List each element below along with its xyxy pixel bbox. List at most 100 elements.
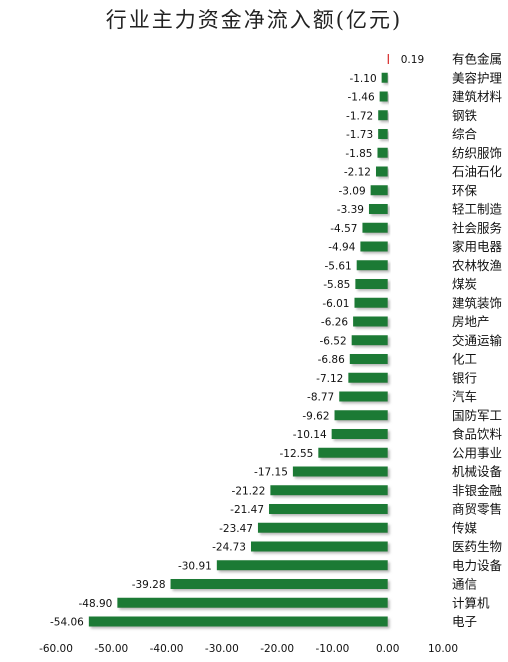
- bar: [387, 54, 389, 64]
- bar: [375, 166, 388, 177]
- category-label: 纺织服饰: [452, 145, 502, 160]
- x-tick-label: 0.00: [376, 643, 399, 655]
- value-label: -1.46: [347, 92, 374, 104]
- category-label: 石油石化: [452, 164, 503, 179]
- x-tick-label: 10.00: [428, 643, 458, 655]
- category-label: 机械设备: [452, 464, 503, 479]
- value-label: -6.52: [319, 335, 346, 347]
- category-label: 国防军工: [452, 408, 502, 423]
- bar: [269, 504, 388, 514]
- category-label: 房地产: [452, 314, 490, 329]
- value-label: -23.47: [219, 523, 253, 535]
- category-label: 有色金属: [452, 52, 502, 67]
- category-label: 计算机: [452, 595, 490, 610]
- x-tick-label: -60.00: [39, 643, 73, 655]
- value-label: -5.61: [325, 260, 352, 272]
- value-label: -4.57: [330, 223, 357, 235]
- bar: [351, 335, 388, 346]
- bar: [378, 110, 388, 121]
- value-label: -3.39: [337, 204, 364, 216]
- category-label: 汽车: [452, 389, 477, 404]
- value-label: -24.73: [212, 542, 246, 554]
- category-label: 美容护理: [452, 70, 503, 85]
- bar: [370, 185, 388, 196]
- category-label: 轻工制造: [452, 202, 503, 217]
- value-label: -1.73: [346, 129, 373, 141]
- category-label: 非银金融: [452, 483, 503, 498]
- bar: [378, 129, 388, 139]
- category-label: 食品饮料: [452, 427, 503, 442]
- value-label: -54.06: [50, 617, 84, 629]
- category-label: 公用事业: [452, 445, 502, 460]
- bar: [355, 279, 388, 289]
- bar: [360, 241, 388, 252]
- category-label: 建筑材料: [452, 89, 503, 104]
- bar: [348, 372, 388, 383]
- category-label: 钢铁: [452, 108, 478, 123]
- category-label: 煤炭: [452, 277, 477, 292]
- bar: [381, 72, 388, 83]
- bar: [334, 410, 388, 421]
- category-label: 银行: [452, 370, 477, 385]
- value-label: -21.47: [230, 504, 264, 516]
- value-label: -3.09: [338, 185, 365, 197]
- value-label: -5.85: [323, 279, 350, 291]
- value-label: -48.90: [79, 598, 113, 610]
- bar: [349, 354, 388, 364]
- x-tick-label: -50.00: [94, 643, 128, 655]
- x-tick-label: -20.00: [260, 643, 294, 655]
- value-label: -1.85: [345, 148, 372, 160]
- value-label: -2.12: [344, 167, 371, 179]
- value-label: -17.15: [254, 467, 288, 479]
- value-label: -9.62: [302, 410, 329, 422]
- category-label: 综合: [452, 127, 478, 142]
- bar: [362, 222, 388, 233]
- value-label: -7.12: [316, 373, 343, 385]
- value-label: -4.94: [328, 242, 355, 254]
- bar: [216, 560, 388, 571]
- bar: [377, 147, 388, 158]
- category-label: 建筑装饰: [452, 295, 502, 310]
- value-label: -1.10: [349, 73, 376, 85]
- value-label: -12.55: [279, 448, 313, 460]
- bar: [379, 91, 388, 102]
- bar: [356, 260, 388, 271]
- value-label: -21.22: [232, 485, 266, 497]
- bar: [353, 316, 388, 327]
- category-label: 化工: [452, 352, 477, 367]
- bar: [170, 579, 388, 589]
- bar: [257, 522, 388, 533]
- bar: [117, 597, 388, 608]
- bar: [354, 297, 388, 308]
- value-label: -6.86: [318, 354, 345, 366]
- chart-title: 行业主力资金净流入额(亿元): [105, 8, 403, 32]
- category-label: 交通运输: [452, 333, 503, 348]
- bar: [331, 429, 388, 439]
- category-label: 农林牧渔: [452, 258, 502, 273]
- category-label: 通信: [452, 577, 477, 592]
- bar: [270, 485, 388, 496]
- category-label: 环保: [452, 183, 478, 198]
- bar: [88, 616, 388, 627]
- category-label: 传媒: [452, 520, 478, 535]
- x-tick-label: -40.00: [150, 643, 184, 655]
- category-label: 社会服务: [452, 220, 502, 235]
- value-label: -1.72: [346, 110, 373, 122]
- value-label: -39.28: [132, 579, 166, 591]
- value-label: 0.19: [401, 54, 424, 66]
- bar: [318, 447, 388, 458]
- category-label: 商贸零售: [452, 502, 502, 517]
- category-label: 电子: [452, 614, 477, 629]
- bar: [292, 466, 388, 477]
- value-label: -8.77: [307, 392, 334, 404]
- bar: [250, 541, 388, 552]
- value-label: -6.26: [321, 317, 348, 329]
- x-tick-label: -10.00: [315, 643, 349, 655]
- value-label: -6.01: [322, 298, 349, 310]
- value-label: -10.14: [293, 429, 327, 441]
- x-tick-label: -30.00: [205, 643, 239, 655]
- category-label: 电力设备: [452, 558, 503, 573]
- bar: [339, 391, 388, 402]
